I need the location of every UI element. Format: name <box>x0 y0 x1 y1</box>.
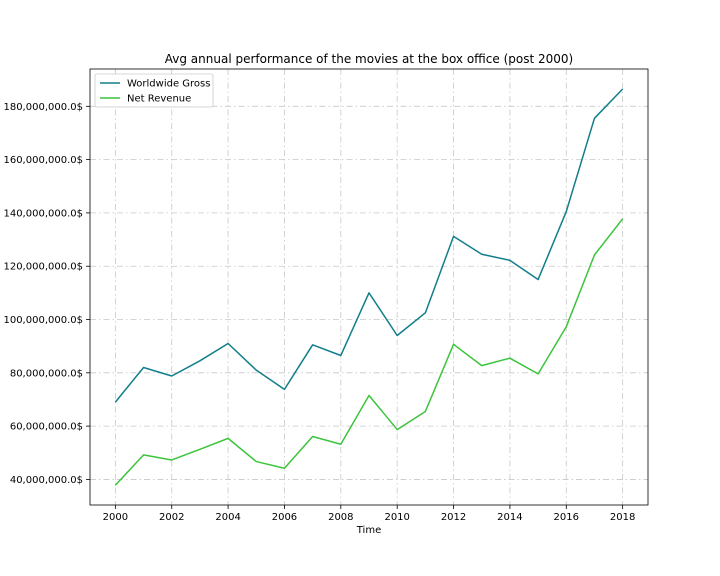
x-tick-label: 2012 <box>441 512 466 523</box>
chart-title: Avg annual performance of the movies at … <box>165 52 573 66</box>
x-tick-label: 2014 <box>497 512 522 523</box>
x-tick-label: 2016 <box>554 512 579 523</box>
y-tick-label: 140,000,000.0$ <box>3 208 83 219</box>
y-axis-ticks: 40,000,000.0$ 60,000,000.0$ 80,000,000.0$ 1… <box>3 102 90 486</box>
series-line-worldwide-gross <box>114 88 624 403</box>
y-tick-label: 60,000,000.0$ <box>10 422 83 433</box>
x-tick-label: 2008 <box>328 512 353 523</box>
y-tick-label: 120,000,000.0$ <box>3 262 83 273</box>
y-tick-label: 180,000,000.0$ <box>3 102 83 113</box>
y-tick-label: 40,000,000.0$ <box>10 475 83 486</box>
x-tick-label: 2010 <box>384 512 409 523</box>
x-tick-label: 2018 <box>610 512 635 523</box>
x-tick-label: 2000 <box>103 512 128 523</box>
x-tick-label: 2004 <box>215 512 240 523</box>
legend-label-net-revenue: Net Revenue <box>127 94 191 105</box>
x-axis-label: Time <box>356 525 381 536</box>
x-axis-ticks: 2000 2002 2004 2006 2008 2010 2012 2014 2016 2018 <box>103 505 635 523</box>
legend-box <box>94 73 214 108</box>
series-line-net-revenue <box>114 218 624 486</box>
y-tick-label: 100,000,000.0$ <box>3 315 83 326</box>
legend: Worldwide Gross Net Revenue <box>94 73 214 108</box>
series-layer <box>114 88 624 486</box>
plot-frame <box>89 68 649 506</box>
legend-label-worldwide-gross: Worldwide Gross <box>127 79 210 90</box>
grid <box>90 69 648 505</box>
x-tick-label: 2002 <box>159 512 184 523</box>
y-tick-label: 80,000,000.0$ <box>10 368 83 379</box>
x-tick-label: 2006 <box>272 512 297 523</box>
y-tick-label: 160,000,000.0$ <box>3 155 83 166</box>
